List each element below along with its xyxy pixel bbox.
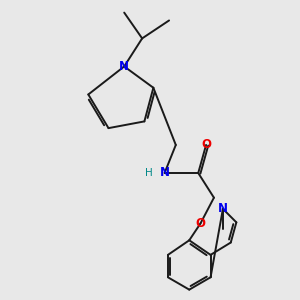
Text: N: N: [119, 60, 129, 73]
Text: H: H: [145, 168, 153, 178]
Text: N: N: [160, 167, 170, 179]
Text: N: N: [218, 202, 228, 215]
Text: O: O: [196, 217, 206, 230]
Text: O: O: [201, 139, 211, 152]
